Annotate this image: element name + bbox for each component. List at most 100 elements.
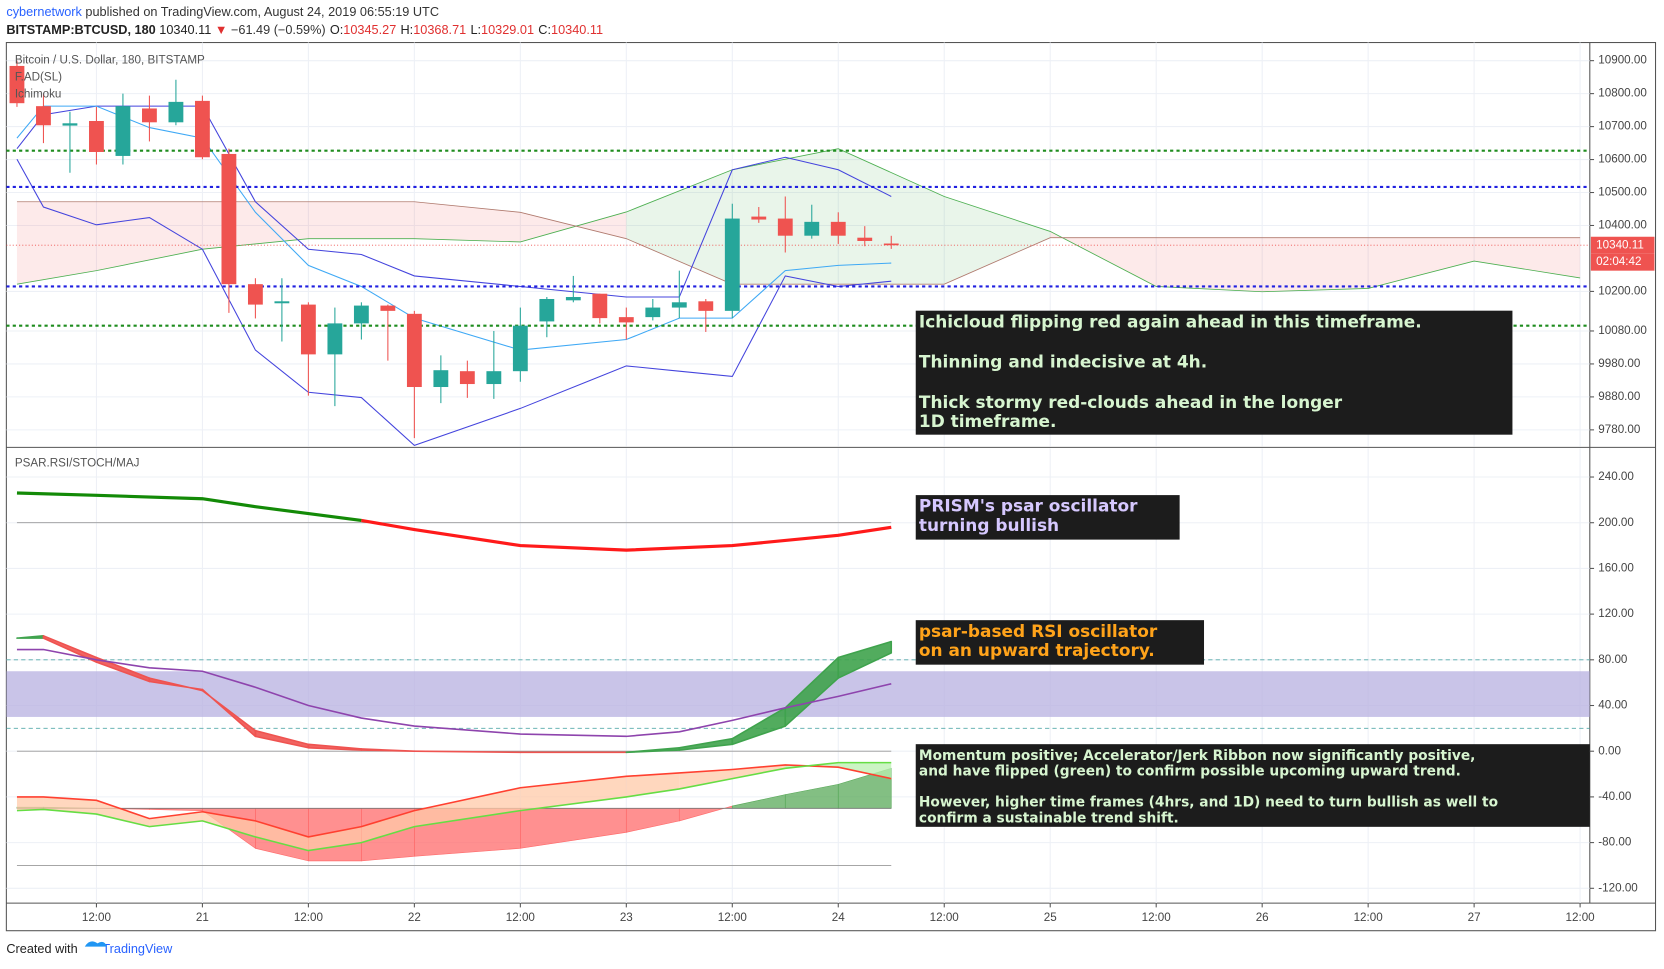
footer-brand: TradingView — [102, 941, 173, 956]
annotation-box — [915, 310, 1513, 435]
candle-body — [353, 305, 369, 324]
y-tick-label: 10200.00 — [1598, 284, 1647, 297]
last-price-label: 10340.11 — [1596, 238, 1644, 251]
candle-body — [327, 323, 343, 355]
author: cybernetwork — [6, 4, 82, 19]
momentum-slow — [16, 761, 892, 852]
momentum-fill — [149, 811, 203, 827]
cloud-span-a — [16, 148, 1581, 293]
y-tick-label: 0.00 — [1598, 744, 1621, 757]
candle-body — [486, 371, 502, 385]
momentum-fill — [202, 811, 256, 837]
candle-body — [142, 108, 157, 123]
candle-body — [300, 304, 316, 355]
candle-body — [698, 301, 714, 311]
cloud-fill — [944, 196, 1051, 285]
candle-body — [751, 216, 767, 220]
momentum-fast — [16, 764, 892, 838]
footer: Created with TradingView — [6, 941, 173, 956]
y-tick-label: 160.00 — [1598, 561, 1634, 574]
annotation-text: confirm a sustainable trend shift. — [919, 810, 1179, 826]
candle-body — [883, 243, 899, 246]
candle-body — [565, 297, 581, 301]
candle-body — [618, 317, 634, 323]
countdown-box — [1590, 253, 1655, 271]
y-tick-label: -40.00 — [1598, 790, 1632, 803]
annotation-text: 1D timeframe. — [919, 411, 1057, 431]
annotation-text: However, higher time frames (4hrs, and 1… — [919, 794, 1498, 810]
x-tick-label: 12:00 — [930, 911, 960, 924]
y-tick-label: 9980.00 — [1598, 357, 1641, 370]
y-tick-label: -80.00 — [1598, 836, 1632, 849]
ohlc-value: 10340.11 — [551, 22, 603, 37]
ohlc-label: C: — [538, 22, 551, 37]
candle-body — [724, 218, 740, 311]
candle-body — [168, 101, 184, 123]
symbol: BITSTAMP:BTCUSD, 180 — [6, 22, 155, 37]
candle-body — [36, 106, 51, 126]
ohlc-value: 10368.71 — [413, 22, 466, 37]
x-tick-label: 12:00 — [294, 911, 324, 924]
x-tick-label: 12:00 — [506, 911, 536, 924]
x-tick-label: 12:00 — [1566, 911, 1596, 924]
candle-body — [89, 120, 104, 152]
y-tick-label: 10900.00 — [1598, 54, 1647, 67]
pane-title: PSAR.RSI/STOCH/MAJ — [15, 456, 140, 469]
cloud-fill — [308, 201, 415, 239]
candle-body — [194, 100, 210, 158]
momentum-fill — [361, 810, 415, 843]
candle-body — [857, 237, 873, 241]
candle-body — [274, 301, 290, 304]
candle-body — [62, 123, 78, 126]
psar-line — [361, 518, 892, 552]
ohlc-value: 10345.27 — [343, 22, 396, 37]
x-tick-label: 22 — [408, 911, 421, 924]
indicator-label: Ichimoku — [15, 88, 62, 101]
last-price-box — [1590, 236, 1655, 254]
candle-body — [804, 221, 820, 236]
annotation-text: on an upward trajectory. — [919, 640, 1155, 660]
momentum-fill — [732, 764, 786, 779]
candle-body — [645, 307, 661, 318]
candle-body — [380, 305, 396, 311]
cloud-fill — [1262, 237, 1369, 292]
y-tick-label: 120.00 — [1598, 607, 1634, 620]
candle-body — [459, 371, 475, 385]
annotations: Ichicloud flipping red again ahead in th… — [915, 310, 1590, 827]
cloud-fill — [414, 201, 521, 242]
cloud-fill — [1474, 237, 1581, 278]
y-tick-label: 200.00 — [1598, 516, 1634, 529]
y-tick-label: -120.00 — [1598, 881, 1638, 894]
footer-created: Created with — [6, 941, 77, 956]
cloud-fill — [1156, 237, 1263, 292]
candle-body — [433, 370, 449, 388]
published: published on TradingView.com, August 24,… — [85, 4, 439, 19]
indicator-label: F.AD(SL) — [15, 71, 62, 84]
momentum-fill — [679, 769, 733, 789]
annotation-text: Momentum positive; Accelerator/Jerk Ribb… — [919, 748, 1475, 764]
price-pane — [6, 42, 1590, 447]
ohlc-label: H: — [401, 22, 414, 37]
ohlc-value: 10329.01 — [481, 22, 534, 37]
y-tick-label: 10400.00 — [1598, 219, 1647, 232]
candle-body — [592, 293, 608, 319]
y-tick-label: 9780.00 — [1598, 423, 1641, 436]
ribbon-fill — [837, 640, 893, 679]
candle-body — [671, 302, 687, 308]
ribbon-fill — [360, 748, 416, 753]
x-tick-label: 12:00 — [1354, 911, 1384, 924]
candle-body — [9, 65, 25, 104]
annotation-text: turning bullish — [919, 515, 1059, 535]
rsi-line — [16, 648, 892, 738]
x-tick-label: 12:00 — [718, 911, 748, 924]
frame — [5, 42, 1657, 932]
annotation-text: psar-based RSI oscillator — [919, 621, 1158, 641]
y-tick-label: 10080.00 — [1598, 324, 1647, 337]
down-arrow: ▼ — [215, 22, 228, 37]
candle-body — [539, 298, 555, 322]
candle-body — [221, 153, 237, 285]
y-tick-label: 240.00 — [1598, 470, 1634, 483]
y-tick-label: 10500.00 — [1598, 186, 1647, 199]
